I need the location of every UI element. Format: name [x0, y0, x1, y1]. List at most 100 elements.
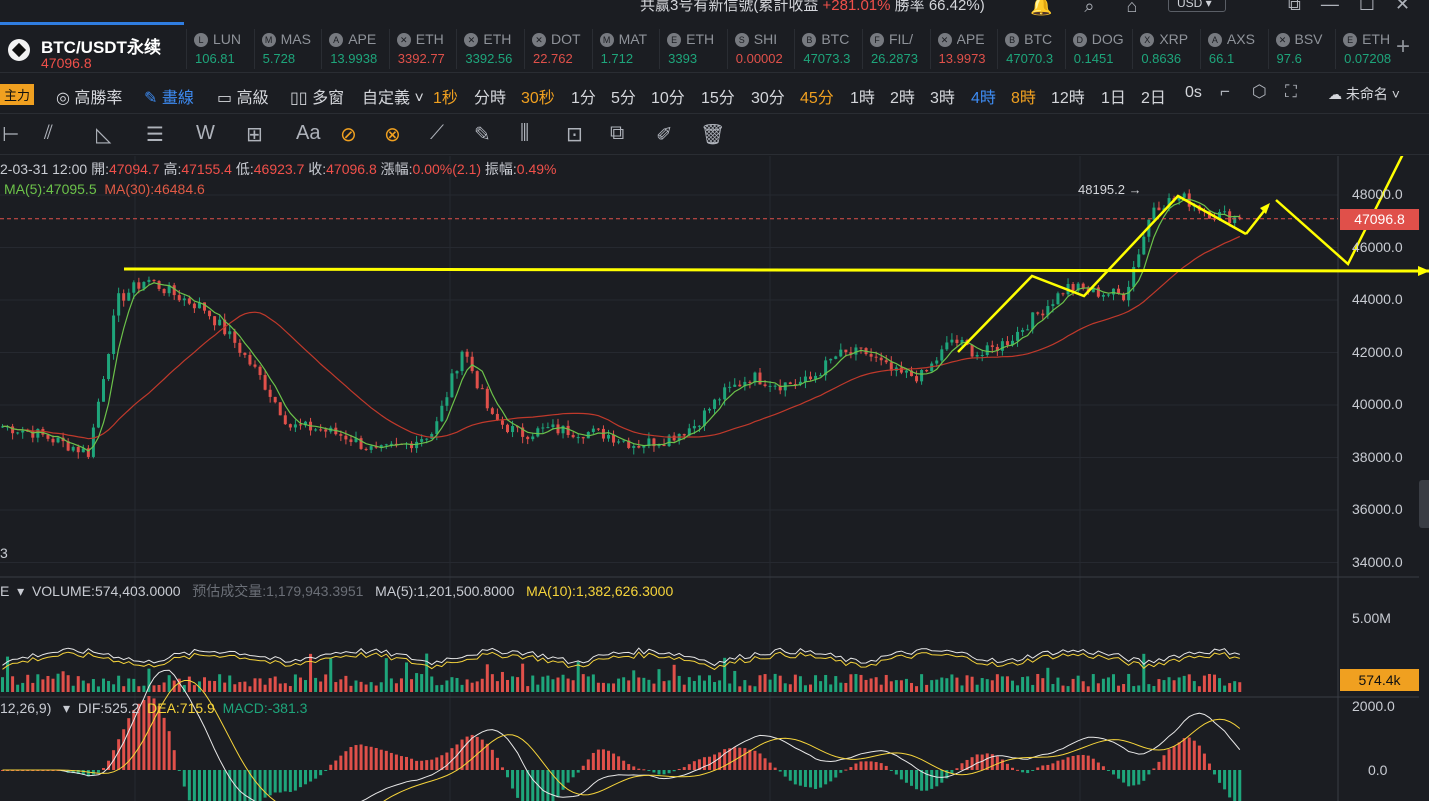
multi-window-button[interactable]: ▯▯ 多窗 [290, 84, 344, 108]
lock-tool-icon[interactable]: ⊡ [566, 124, 583, 146]
timeframe-2日[interactable]: 2日 [1141, 90, 1166, 107]
candle [1096, 287, 1100, 297]
timeframe-30秒[interactable]: 30秒 [521, 90, 555, 107]
ticker-item[interactable]: ✕ BSV 97.6 [1267, 29, 1336, 69]
macd-histogram-bar [849, 767, 853, 770]
volume-bar [637, 677, 641, 692]
volume-bar [480, 678, 484, 692]
custom-dropdown[interactable]: 自定義 ˅ [362, 84, 424, 108]
bell-icon[interactable]: 🔔 [1030, 0, 1053, 16]
wave-tool-icon[interactable]: W [196, 122, 215, 144]
ruler-tool-icon[interactable]: ⟋ [430, 122, 444, 144]
ticker-item[interactable]: L LUN 106.81 [186, 29, 254, 69]
ticker-item[interactable]: B BTC 47073.3 [794, 29, 862, 69]
macd-histogram-bar [627, 764, 631, 770]
ticker-item[interactable]: M MAT 1.712 [591, 29, 660, 69]
draw-line-button[interactable]: ✎ 畫線 [144, 84, 194, 108]
search-icon[interactable]: ⌕ [1084, 0, 1095, 16]
ticker-item[interactable]: E ETH 0.07208 [1335, 29, 1403, 69]
timeframe-15分[interactable]: 15分 [701, 90, 735, 107]
brush-tool-icon[interactable]: ✎ [474, 124, 491, 146]
fullscreen-icon[interactable]: ⛶ [1285, 82, 1297, 101]
close-icon[interactable]: ✕ [1395, 0, 1411, 14]
strong-magnet-tool-icon[interactable]: ⊗ [384, 124, 401, 146]
macd-histogram-bar [965, 759, 969, 770]
measure-tool-icon[interactable]: ⊞ [246, 124, 263, 146]
ticker-item[interactable]: ✕ DOT 22.762 [523, 29, 592, 69]
candle [36, 428, 40, 438]
candle [702, 410, 706, 426]
candle [753, 372, 757, 383]
macd-histogram-bar [1182, 738, 1186, 770]
candle [849, 352, 853, 355]
home-icon[interactable]: ⌂ [1126, 0, 1138, 16]
timeframe-45分[interactable]: 45分 [800, 90, 834, 107]
magnet-tool-icon[interactable]: ⊘ [340, 124, 357, 146]
candle [940, 349, 944, 361]
edit-tool-icon[interactable]: ✐ [656, 124, 673, 146]
main-force-badge[interactable]: 主力 [0, 84, 35, 105]
minimize-icon[interactable]: — [1320, 0, 1339, 14]
settings-icon[interactable]: ⬡ [1252, 82, 1267, 101]
restore-icon[interactable]: ⧉ [1288, 0, 1301, 14]
timeframe-1秒[interactable]: 1秒 [433, 90, 458, 107]
currency-select[interactable]: USD ▾ [1168, 0, 1226, 12]
copy-tool-icon[interactable]: ⧉ [610, 122, 625, 144]
ticker-item[interactable]: A AXS 66.1 [1199, 29, 1268, 69]
chart-area[interactable]: 2-03-31 12:00 開:47094.7 高:47155.4 低:4692… [0, 156, 1429, 801]
layout-icon[interactable]: ⌐ [1220, 82, 1230, 101]
fib-angle-tool-icon[interactable]: ◺ [96, 124, 112, 146]
timeframe-4時[interactable]: 4時 [971, 90, 996, 107]
ticker-item[interactable]: M MAS 5.728 [253, 29, 322, 69]
candle [935, 360, 939, 364]
timeframe-1日[interactable]: 1日 [1101, 90, 1126, 107]
ticker-item[interactable]: F FIL/26.2873 [861, 29, 930, 69]
add-symbol-icon[interactable]: + [1396, 33, 1411, 60]
layout-name-dropdown[interactable]: ☁ 未命名 ˅ [1328, 84, 1400, 104]
ticker-item[interactable]: ✕ ETH 3392.56 [456, 29, 524, 69]
macd-dropdown-icon[interactable]: ▾ [55, 700, 74, 716]
timeframe-3時[interactable]: 3時 [930, 90, 955, 107]
fib-retracement-tool-icon[interactable]: ☰ [146, 124, 164, 146]
macd-histogram-bar [652, 770, 656, 773]
ticker-item[interactable]: ✕ ETH 3392.77 [388, 29, 457, 69]
low-value: 46923.7 [253, 161, 305, 177]
timeframe-0s[interactable]: 0s [1185, 84, 1202, 101]
volume-dropdown-icon[interactable]: ▾ [13, 583, 29, 599]
timeframe-2時[interactable]: 2時 [890, 90, 915, 107]
maximize-icon[interactable]: ☐ [1358, 0, 1375, 14]
timeframe-1時[interactable]: 1時 [850, 90, 875, 107]
trash-icon[interactable]: 🗑 [700, 124, 726, 146]
winrate-button[interactable]: ◎ 高勝率 [56, 84, 122, 108]
ticker-item[interactable]: D DOG 0.1451 [1064, 29, 1133, 69]
side-panel-handle[interactable] [1419, 480, 1429, 528]
ticker-item[interactable]: A APE 13.9938 [321, 29, 389, 69]
ticker-item[interactable]: B BTC 47070.3 [997, 29, 1065, 69]
ticker-item[interactable]: E ETH 3393 [659, 29, 727, 69]
timeframe-分時[interactable]: 分時 [474, 90, 507, 107]
macd-histogram-bar [349, 746, 353, 770]
advanced-button[interactable]: ▭ 高級 [217, 84, 269, 108]
timeframe-10分[interactable]: 10分 [651, 90, 685, 107]
candle [995, 346, 999, 351]
text-tool-icon[interactable]: Aa [296, 122, 321, 144]
ticker-item[interactable]: S SHI 0.00002 [726, 29, 795, 69]
candle-tool-icon[interactable]: ⫼ [520, 122, 530, 144]
signal-notice[interactable]: 共赢3号有新信號(累計收益 +281.01% 勝率 66.42%) [640, 0, 985, 15]
volume-bar [399, 678, 403, 692]
horizontal-line-tool-icon[interactable]: ⊢ [2, 124, 20, 146]
timeframe-12時[interactable]: 12時 [1051, 90, 1085, 107]
timeframe-1分[interactable]: 1分 [571, 90, 596, 107]
timeframe-30分[interactable]: 30分 [751, 90, 785, 107]
candle [102, 379, 105, 402]
candle [541, 427, 545, 429]
chart-canvas[interactable] [0, 156, 1429, 801]
candle [354, 438, 358, 443]
macd-histogram-bar [1137, 770, 1141, 785]
timeframe-5分[interactable]: 5分 [611, 90, 636, 107]
ticker-item[interactable]: X XRP 0.8636 [1132, 29, 1200, 69]
parallel-channel-tool-icon[interactable]: ⫽ [44, 122, 53, 144]
timeframe-8時[interactable]: 8時 [1011, 90, 1036, 107]
candle [248, 354, 252, 365]
ticker-item[interactable]: ✕ APE 13.9973 [929, 29, 998, 69]
